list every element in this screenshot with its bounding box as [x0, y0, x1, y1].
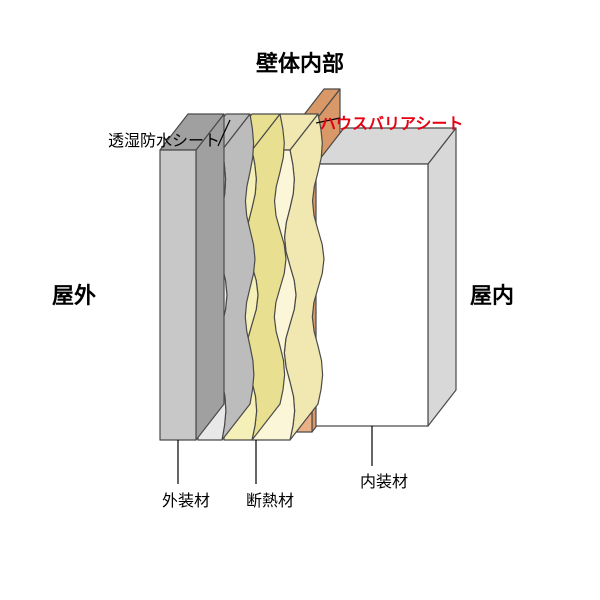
label-exterior-material: 外装材 — [162, 487, 210, 511]
page-title: 壁体内部 — [0, 46, 600, 78]
callout-house-barrier: ハウスバリアシート — [320, 110, 463, 134]
label-outdoor: 屋外 — [52, 278, 96, 310]
callout-moisture-sheet: 透湿防水シート — [108, 127, 220, 151]
label-indoor: 屋内 — [470, 278, 514, 310]
label-insulation: 断熱材 — [246, 487, 294, 511]
label-interior-material: 内装材 — [360, 468, 408, 492]
